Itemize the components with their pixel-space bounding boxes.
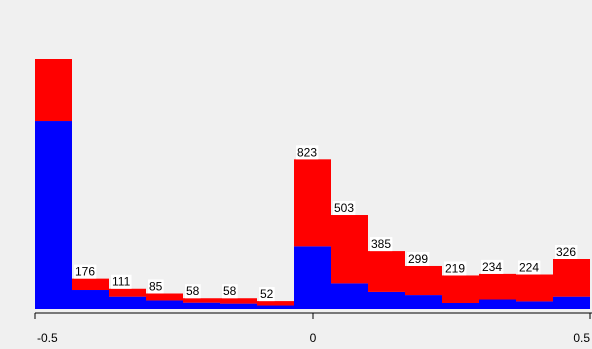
bar-blue-5 xyxy=(220,303,257,309)
bar-label-bg-8 xyxy=(333,201,356,216)
bar-red-4 xyxy=(183,298,220,303)
bar-red-10 xyxy=(405,265,442,296)
bar-label-bg-1 xyxy=(74,264,97,279)
bar-label-bg-12 xyxy=(481,259,504,274)
bar-blue-0 xyxy=(35,121,72,309)
bar-label-bg-10 xyxy=(407,251,430,266)
bar-label-bg-6 xyxy=(259,287,275,302)
bar-label-11: 219 xyxy=(445,261,465,275)
bar-labels-layer: 176 111 85 58 58 52 823 503 385 299 219 234 224 326 xyxy=(74,145,578,302)
bar-label-12: 234 xyxy=(482,260,502,274)
bar-red-1 xyxy=(72,278,109,291)
bar-label-bg-14 xyxy=(555,245,578,259)
bar-label-bg-5 xyxy=(222,284,238,299)
bar-blue-6 xyxy=(257,305,294,309)
x-tick-label-0: -0.5 xyxy=(37,331,58,345)
bar-blue-13 xyxy=(516,301,553,309)
bar-label-3: 85 xyxy=(149,279,163,293)
bar-blue-4 xyxy=(183,302,220,309)
bar-label-bg-4 xyxy=(185,284,201,299)
bar-red-8 xyxy=(331,215,368,284)
bar-label-10: 299 xyxy=(408,252,428,266)
bar-blue-3 xyxy=(146,300,183,309)
bar-label-5: 58 xyxy=(223,284,237,298)
bar-red-11 xyxy=(442,275,479,303)
bar-blue-10 xyxy=(405,295,442,309)
bar-red-5 xyxy=(220,298,257,304)
bar-label-bg-7 xyxy=(296,145,319,160)
bar-blue-1 xyxy=(72,290,109,309)
bar-blue-9 xyxy=(368,291,405,309)
bar-label-13: 224 xyxy=(519,261,539,275)
bar-label-9: 385 xyxy=(371,237,391,251)
bar-blue-2 xyxy=(109,296,146,309)
bar-blue-12 xyxy=(479,299,516,309)
bar-red-6 xyxy=(257,301,294,306)
x-tick-label-1: 0 xyxy=(310,331,317,345)
bar-label-8: 503 xyxy=(334,201,354,215)
bar-blue-7 xyxy=(294,246,331,309)
bar-label-6: 52 xyxy=(260,287,274,301)
bar-label-4: 58 xyxy=(186,284,200,298)
bar-blue-11 xyxy=(442,302,479,309)
x-tick-label-2: 0.5 xyxy=(573,331,590,345)
bar-red-7 xyxy=(294,159,331,247)
bar-red-14 xyxy=(553,259,590,297)
bar-label-14: 326 xyxy=(556,245,576,259)
bar-red-2 xyxy=(109,288,146,297)
bar-red-9 xyxy=(368,251,405,292)
bar-label-7: 823 xyxy=(297,145,317,159)
bar-label-bg-11 xyxy=(444,261,467,276)
bar-red-0 xyxy=(35,59,72,122)
bar-red-3 xyxy=(146,293,183,301)
bar-label-2: 111 xyxy=(112,275,131,289)
bar-red-12 xyxy=(479,273,516,300)
bar-blue-8 xyxy=(331,283,368,309)
bar-label-bg-3 xyxy=(148,279,164,294)
bar-label-bg-2 xyxy=(111,274,132,289)
bar-label-bg-13 xyxy=(518,260,541,275)
x-axis: -0.5 0 0.5 xyxy=(34,312,592,345)
bar-label-bg-9 xyxy=(370,237,393,252)
bar-label-1: 176 xyxy=(75,265,95,279)
bar-red-13 xyxy=(516,274,553,302)
bars-layer xyxy=(35,59,590,309)
bar-blue-14 xyxy=(553,296,590,309)
